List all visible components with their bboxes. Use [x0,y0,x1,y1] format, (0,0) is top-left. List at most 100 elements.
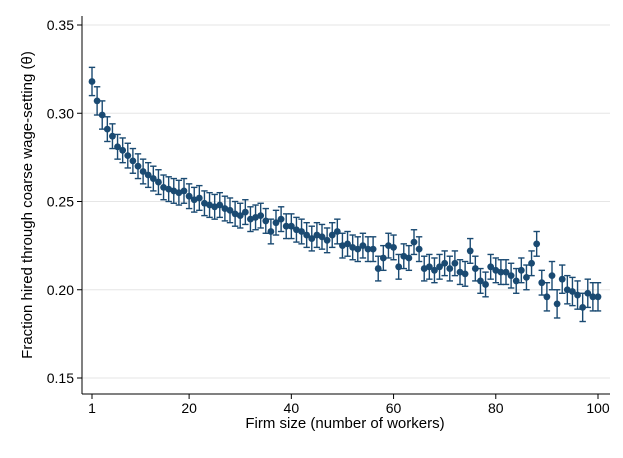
data-point [93,97,101,105]
data-point [149,175,157,182]
data-point [308,235,316,242]
data-point [492,266,500,274]
data-point [124,152,132,160]
data-point [451,259,459,267]
y-tick-label: 0.35 [47,17,74,33]
data-point [231,210,239,218]
data-point [471,265,479,272]
data-point [313,231,321,239]
data-point [201,199,208,207]
data-point [594,293,602,301]
data-point [538,279,546,287]
data-series [88,66,602,323]
data-point [553,300,561,308]
data-point [165,185,173,193]
data-point [558,275,566,283]
data-point [517,266,525,274]
data-point [461,270,469,278]
data-point [98,111,106,119]
data-point [446,265,454,272]
data-point [298,228,305,235]
data-point [287,222,295,230]
data-point [160,183,167,191]
data-point [390,243,397,251]
data-point [272,219,280,227]
data-point [293,226,300,234]
data-point [359,242,367,250]
data-point [144,171,152,179]
data-point [328,231,336,239]
data-point [114,143,121,151]
data-point [507,272,515,280]
y-tick-label: 0.15 [47,370,74,386]
data-point [216,201,224,209]
axes [81,16,610,395]
data-point [195,194,203,202]
y-tick-label: 0.20 [47,282,74,298]
data-point [139,168,147,175]
data-point [88,78,96,85]
x-tick-label: 60 [386,400,402,416]
data-point [420,265,428,272]
data-point [119,146,127,154]
data-point [574,291,581,299]
data-point [236,212,244,220]
data-point [206,201,213,209]
data-point [528,259,535,267]
data-point [410,238,418,246]
data-point [395,263,403,271]
data-point [512,277,520,285]
data-point [456,268,464,276]
data-point [349,243,357,251]
x-tick-label: 1 [88,400,96,416]
data-point [354,245,362,253]
data-point [497,268,505,276]
data-point [262,217,270,225]
data-point [385,242,392,250]
data-point [379,254,387,262]
x-axis-title: Firm size (number of workers) [245,415,444,432]
data-point [247,215,254,223]
data-point [569,288,576,295]
data-point [364,245,372,253]
data-point [103,125,111,133]
data-point [339,242,346,250]
data-point [579,304,587,311]
data-point [436,263,443,271]
data-point [221,205,229,212]
data-point [129,157,137,165]
tick-labels: 0.15 0.20 0.25 0.30 0.35 1 20 40 60 80 100 [47,17,610,416]
data-point [175,189,183,197]
data-point [267,228,275,235]
data-point [441,259,449,267]
x-tick-label: 100 [586,400,610,416]
data-point [369,245,377,253]
data-point [523,273,530,281]
data-point [563,286,571,294]
x-tick-label: 20 [181,400,197,416]
data-point [405,254,413,262]
data-point [134,162,142,170]
data-point [374,265,382,272]
data-point [257,212,265,220]
data-point [303,231,311,239]
data-point [477,277,484,285]
data-point [211,203,219,211]
data-point [482,281,489,288]
data-point [155,178,162,186]
data-point [584,289,592,297]
data-point [190,196,198,204]
data-point [109,132,116,140]
data-point [282,222,290,230]
data-point [400,252,408,260]
x-tick-label: 40 [284,400,300,416]
data-point [589,293,597,301]
data-point [318,233,326,241]
data-point [466,247,474,255]
x-tick-label: 80 [488,400,504,416]
data-point [543,293,551,301]
data-point [502,268,510,276]
data-point [277,215,285,223]
